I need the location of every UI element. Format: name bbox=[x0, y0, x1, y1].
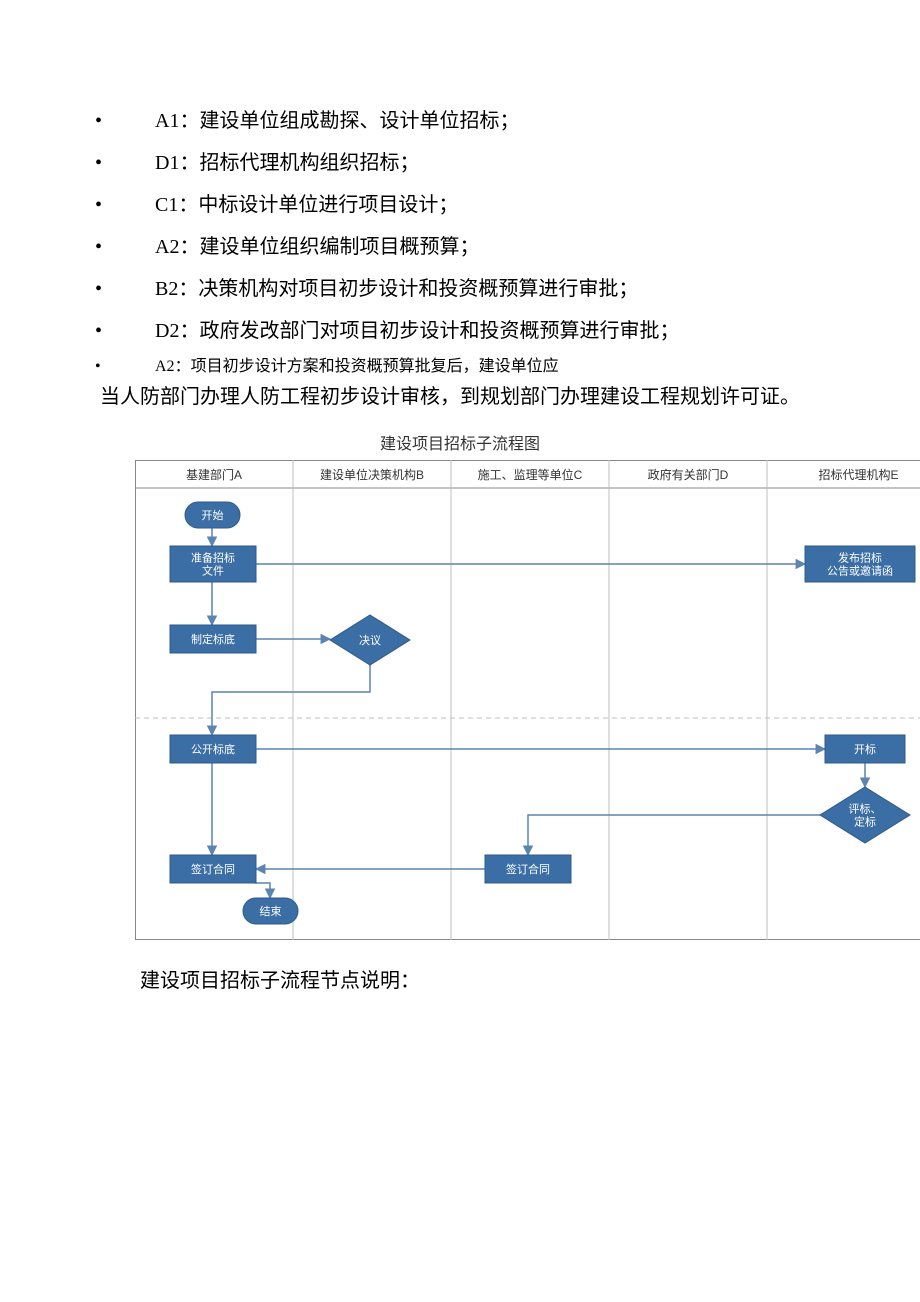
bullet-item-last: •A2：项目初步设计方案和投资概预算批复后，建设单位应 bbox=[100, 352, 820, 376]
svg-text:评标、: 评标、 bbox=[849, 802, 882, 816]
bullet-item: •A1：建设单位组成勘探、设计单位招标； bbox=[100, 100, 820, 142]
svg-text:签订合同: 签订合同 bbox=[506, 862, 550, 876]
svg-text:公告或邀请函: 公告或邀请函 bbox=[827, 564, 893, 578]
svg-text:公开标底: 公开标底 bbox=[191, 742, 235, 756]
svg-text:政府有关部门D: 政府有关部门D bbox=[648, 467, 729, 482]
svg-text:开标: 开标 bbox=[854, 742, 876, 756]
svg-text:招标代理机构E: 招标代理机构E bbox=[818, 467, 898, 482]
svg-text:发布招标: 发布招标 bbox=[838, 551, 882, 565]
bullet-item: •D2：政府发改部门对项目初步设计和投资概预算进行审批； bbox=[100, 310, 820, 352]
svg-text:建设单位决策机构B: 建设单位决策机构B bbox=[320, 467, 424, 482]
svg-text:文件: 文件 bbox=[202, 564, 224, 578]
svg-text:制定标底: 制定标底 bbox=[191, 632, 235, 646]
bullet-item: •C1：中标设计单位进行项目设计； bbox=[100, 184, 820, 226]
svg-text:签订合同: 签订合同 bbox=[191, 862, 235, 876]
diagram-caption: 建设项目招标子流程节点说明： bbox=[100, 960, 820, 1002]
svg-text:结束: 结束 bbox=[260, 905, 282, 918]
svg-text:开始: 开始 bbox=[202, 508, 224, 522]
diagram-title: 建设项目招标子流程图 bbox=[100, 430, 820, 454]
svg-text:定标: 定标 bbox=[854, 815, 876, 829]
svg-text:准备招标: 准备招标 bbox=[191, 551, 235, 565]
svg-text:施工、监理等单位C: 施工、监理等单位C bbox=[478, 467, 583, 482]
bullet-item: •B2：决策机构对项目初步设计和投资概预算进行审批； bbox=[100, 268, 820, 310]
flowchart: 基建部门A建设单位决策机构B施工、监理等单位C政府有关部门D招标代理机构E开始准… bbox=[135, 460, 850, 940]
bullet-item: •D1：招标代理机构组织招标； bbox=[100, 142, 820, 184]
bullet-code: A2 bbox=[155, 358, 175, 375]
bullet-text: 项目初步设计方案和投资概预算批复后，建设单位应 bbox=[191, 358, 559, 375]
svg-text:基建部门A: 基建部门A bbox=[186, 467, 242, 482]
bullet-list: •A1：建设单位组成勘探、设计单位招标；•D1：招标代理机构组织招标；•C1：中… bbox=[100, 100, 820, 352]
continuation-paragraph: 当人防部门办理人防工程初步设计审核，到规划部门办理建设工程规划许可证。 bbox=[100, 376, 820, 418]
svg-text:决议: 决议 bbox=[359, 634, 381, 647]
bullet-item: •A2：建设单位组织编制项目概预算； bbox=[100, 226, 820, 268]
